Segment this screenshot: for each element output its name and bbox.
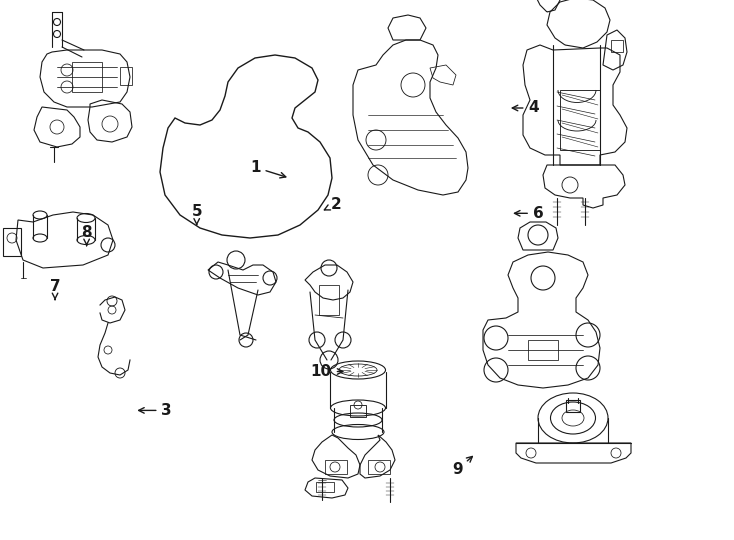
Bar xyxy=(319,285,339,315)
Text: 6: 6 xyxy=(515,206,544,221)
Text: 9: 9 xyxy=(452,456,473,477)
Bar xyxy=(350,405,366,417)
Bar xyxy=(316,482,334,492)
Text: 2: 2 xyxy=(324,197,341,212)
Text: 1: 1 xyxy=(250,160,286,178)
Text: 5: 5 xyxy=(192,204,202,225)
Bar xyxy=(72,62,102,92)
Text: 7: 7 xyxy=(50,279,60,299)
Bar xyxy=(566,400,580,412)
Bar xyxy=(560,90,600,150)
Bar xyxy=(3,228,21,256)
Bar xyxy=(611,40,623,52)
Text: 3: 3 xyxy=(139,403,172,418)
Text: 8: 8 xyxy=(81,225,92,245)
Bar xyxy=(528,340,558,360)
Text: 10: 10 xyxy=(310,364,343,379)
Bar xyxy=(325,460,347,474)
Bar xyxy=(120,67,132,85)
Text: 4: 4 xyxy=(512,100,539,116)
Bar xyxy=(368,460,390,474)
